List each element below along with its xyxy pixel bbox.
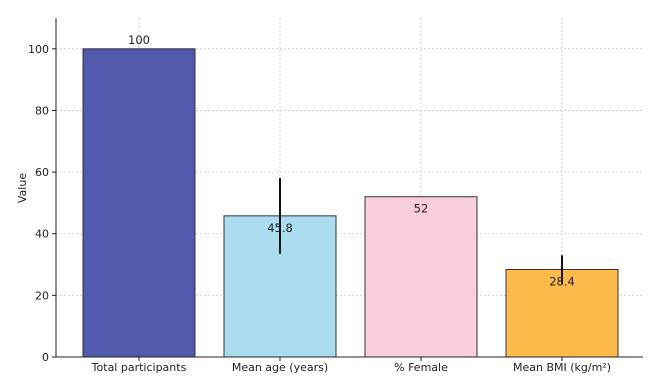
- bars: [82, 48, 619, 358]
- data-label: 28.4: [549, 274, 575, 288]
- y-tick-label: 60: [35, 166, 49, 179]
- error-bars: [279, 177, 563, 284]
- data-label: 45.8: [267, 221, 293, 235]
- y-tick-label: 20: [35, 289, 49, 302]
- bar: [82, 48, 196, 358]
- x-tick-label: Mean age (years): [232, 361, 328, 374]
- axes: [55, 18, 643, 358]
- x-tick-label: % Female: [394, 361, 448, 374]
- y-tick-label: 100: [28, 43, 49, 56]
- data-label: 52: [414, 202, 429, 216]
- x-tick-label: Mean BMI (kg/m²): [513, 361, 611, 374]
- bar: [364, 196, 478, 358]
- data-label: 100: [128, 33, 150, 47]
- y-tick-label: 0: [42, 351, 49, 364]
- y-axis-ticks: 0 20 40 60 80 100: [28, 43, 56, 364]
- y-tick-label: 80: [35, 104, 49, 117]
- x-tick-label: Total participants: [91, 361, 187, 374]
- data-labels: 100 45.8 52 28.4: [128, 33, 575, 289]
- y-axis-title: Value: [16, 173, 29, 203]
- x-axis-ticks: Total participants Mean age (years) % Fema…: [91, 357, 611, 374]
- y-tick-label: 40: [35, 228, 49, 241]
